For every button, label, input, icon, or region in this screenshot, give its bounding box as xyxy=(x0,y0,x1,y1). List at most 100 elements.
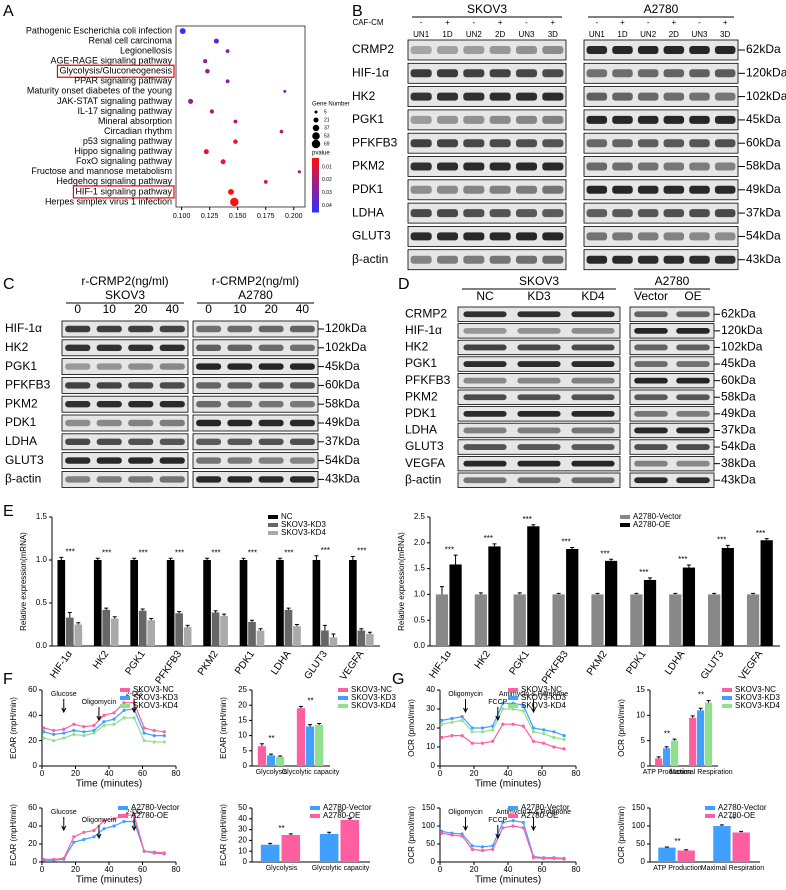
bar xyxy=(256,630,265,646)
y-tick-label: 0.0 xyxy=(36,641,48,650)
error-bar xyxy=(347,818,352,820)
band xyxy=(676,344,710,351)
band xyxy=(65,438,91,445)
event-label: Antimycin & Retenone xyxy=(499,691,568,698)
kda-label: 45kDa xyxy=(325,359,360,373)
y-tick-label: 20 xyxy=(238,700,247,709)
legend-label: SKOV3-NC xyxy=(351,685,392,694)
legend-label: SKOV3-NC xyxy=(521,685,562,694)
band xyxy=(637,139,659,148)
blot-strip xyxy=(61,376,189,394)
blot-strip xyxy=(457,372,621,389)
band xyxy=(689,162,710,171)
event-arrow xyxy=(61,699,67,714)
point xyxy=(542,728,546,732)
event-arrow xyxy=(463,699,468,714)
x-tick-label: 20 xyxy=(470,865,479,874)
point xyxy=(72,728,76,733)
band xyxy=(96,401,122,408)
band xyxy=(227,457,253,464)
band xyxy=(436,92,459,101)
bar xyxy=(312,560,321,646)
bar xyxy=(630,594,643,646)
significance: *** xyxy=(284,548,293,557)
x-tick-label: 80 xyxy=(572,865,581,874)
bar xyxy=(713,826,731,862)
band xyxy=(410,185,432,194)
band xyxy=(714,46,736,54)
kda-label: 37kDa xyxy=(325,434,360,448)
point xyxy=(42,730,46,734)
protein-label: HK2 xyxy=(5,340,29,354)
bar xyxy=(340,819,360,862)
band xyxy=(571,361,615,367)
blot-strip xyxy=(407,202,567,224)
dot xyxy=(188,98,194,104)
error-bar xyxy=(250,619,255,622)
y-tick-label: 50 xyxy=(238,803,247,812)
x-axis-label: Time (minutes) xyxy=(475,875,541,886)
band xyxy=(227,344,253,351)
blot-strip xyxy=(61,320,189,338)
point xyxy=(162,851,166,855)
band xyxy=(714,162,736,171)
band xyxy=(689,185,710,194)
colorbar-cell xyxy=(312,163,319,167)
legend-label: SKOV3-KD3 xyxy=(521,693,566,702)
lane-label: UN1 xyxy=(413,30,430,39)
band xyxy=(463,327,507,334)
panel-letter: G xyxy=(392,671,404,688)
point xyxy=(562,737,566,742)
band xyxy=(463,377,507,384)
x-tick-label: 40 xyxy=(504,865,513,874)
group-name: SKOV3 xyxy=(519,274,559,288)
x-tick-label: Glycolytic capacity xyxy=(312,865,370,872)
band xyxy=(637,255,659,264)
band xyxy=(515,185,538,194)
point xyxy=(440,735,444,740)
y-axis-label: OCR (pmol/min) xyxy=(617,806,626,864)
kda-label: 58kDa xyxy=(746,159,781,173)
legend-label: SKOV3-KD3 xyxy=(133,693,178,702)
protein-label: PGK1 xyxy=(5,359,37,373)
lane-sign: + xyxy=(671,18,676,27)
band xyxy=(612,232,633,241)
error-bar xyxy=(149,617,154,621)
point xyxy=(62,731,66,735)
lane-label: 3D xyxy=(548,30,558,39)
legend-swatch xyxy=(722,696,732,700)
protein-label: PFKFB3 xyxy=(352,135,398,149)
protein-label: PKM2 xyxy=(405,389,438,403)
error-bar xyxy=(288,833,293,835)
blot-strip xyxy=(61,433,189,451)
dot xyxy=(203,149,209,155)
band xyxy=(410,69,432,78)
point xyxy=(511,819,515,823)
band xyxy=(634,377,668,384)
colorbar-cell xyxy=(312,166,319,170)
legend-swatch xyxy=(705,814,715,818)
y-tick-label: 10 xyxy=(238,846,247,855)
lane-sign: + xyxy=(498,18,503,27)
band xyxy=(489,115,511,124)
lane-label: 20 xyxy=(264,302,278,316)
blot-strip xyxy=(407,225,567,247)
size-legend-dot xyxy=(314,110,318,114)
y-tick-label: 2.5 xyxy=(414,512,426,521)
band xyxy=(410,162,432,171)
band xyxy=(196,382,222,389)
error-bar xyxy=(213,610,218,613)
point xyxy=(460,718,464,723)
y-tick-label: 150 xyxy=(632,803,646,812)
legend-label: A2780-OE xyxy=(718,811,755,820)
x-tick-label: 60 xyxy=(538,769,547,778)
legend-swatch xyxy=(268,515,278,519)
kda-label: 45kDa xyxy=(746,112,781,126)
band xyxy=(676,410,710,417)
point xyxy=(142,726,146,730)
legend-label: A2780-OE xyxy=(131,811,168,820)
band xyxy=(663,185,685,194)
band xyxy=(689,69,710,78)
legend-label: A2780-Vector xyxy=(131,803,180,812)
error-bar xyxy=(268,842,273,845)
